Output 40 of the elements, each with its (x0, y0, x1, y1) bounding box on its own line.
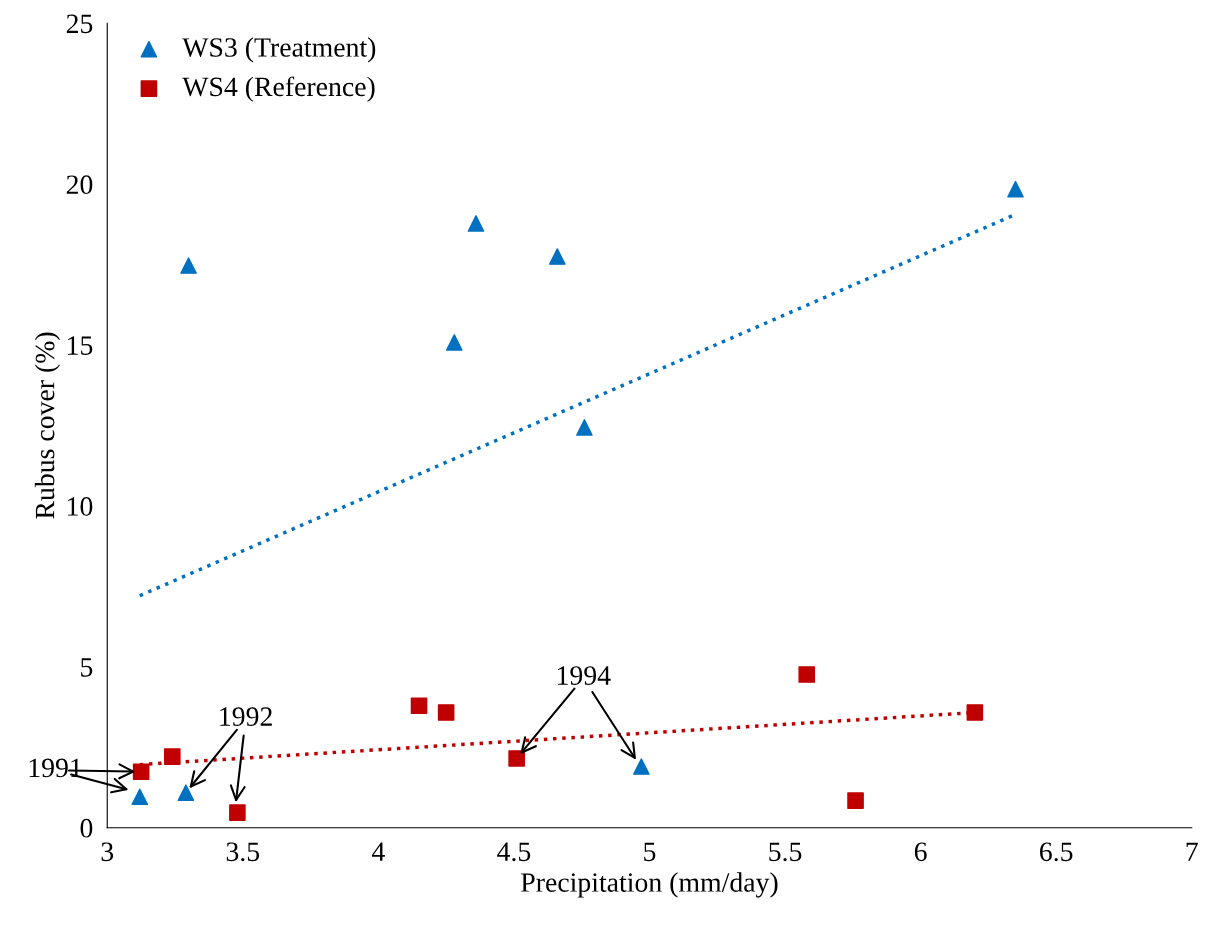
legend-label: WS4 (Reference) (182, 76, 375, 102)
x-axis-title: Precipitation (mm/day) (521, 872, 778, 898)
point (180, 257, 197, 274)
x-tick-label: 5 (644, 842, 656, 862)
point (966, 704, 984, 721)
y-tick-label: 15 (68, 336, 93, 355)
point (1007, 180, 1024, 198)
y-tick-label: 20 (66, 175, 93, 195)
point (410, 697, 428, 715)
x-tick-label: 3.5 (226, 842, 260, 862)
x-tick-label: 6.5 (1040, 842, 1073, 862)
y-tick-label: 10 (68, 497, 93, 516)
y-tick-label: 0 (80, 818, 93, 838)
y-tick-label: 25 (66, 14, 93, 34)
x-tick-label: 4.5 (497, 842, 531, 862)
point (798, 666, 816, 683)
annotation: 1994 (557, 666, 611, 685)
x-tick-label: 4 (371, 842, 385, 861)
point (467, 215, 485, 232)
x-tick-label: 3 (101, 842, 114, 862)
point (508, 750, 525, 767)
legend-label: WS3 (Treatment) (182, 37, 376, 63)
point (229, 804, 246, 821)
point (131, 788, 149, 806)
point (177, 784, 195, 801)
point (445, 334, 463, 351)
x-tick-label: 7 (1186, 842, 1198, 861)
annotation: 1992 (220, 707, 272, 726)
y-tick-label: 5 (81, 658, 93, 677)
point (633, 758, 650, 775)
point (132, 763, 150, 781)
point (164, 748, 181, 765)
point (549, 248, 566, 265)
x-tick-label: 6 (914, 842, 927, 862)
y-axis-title: Rubus cover (%) (34, 332, 61, 519)
point (437, 704, 455, 721)
point (847, 792, 864, 809)
point (576, 419, 593, 436)
annotation: 1991 (29, 758, 82, 778)
x-tick-label: 5.5 (769, 842, 802, 862)
